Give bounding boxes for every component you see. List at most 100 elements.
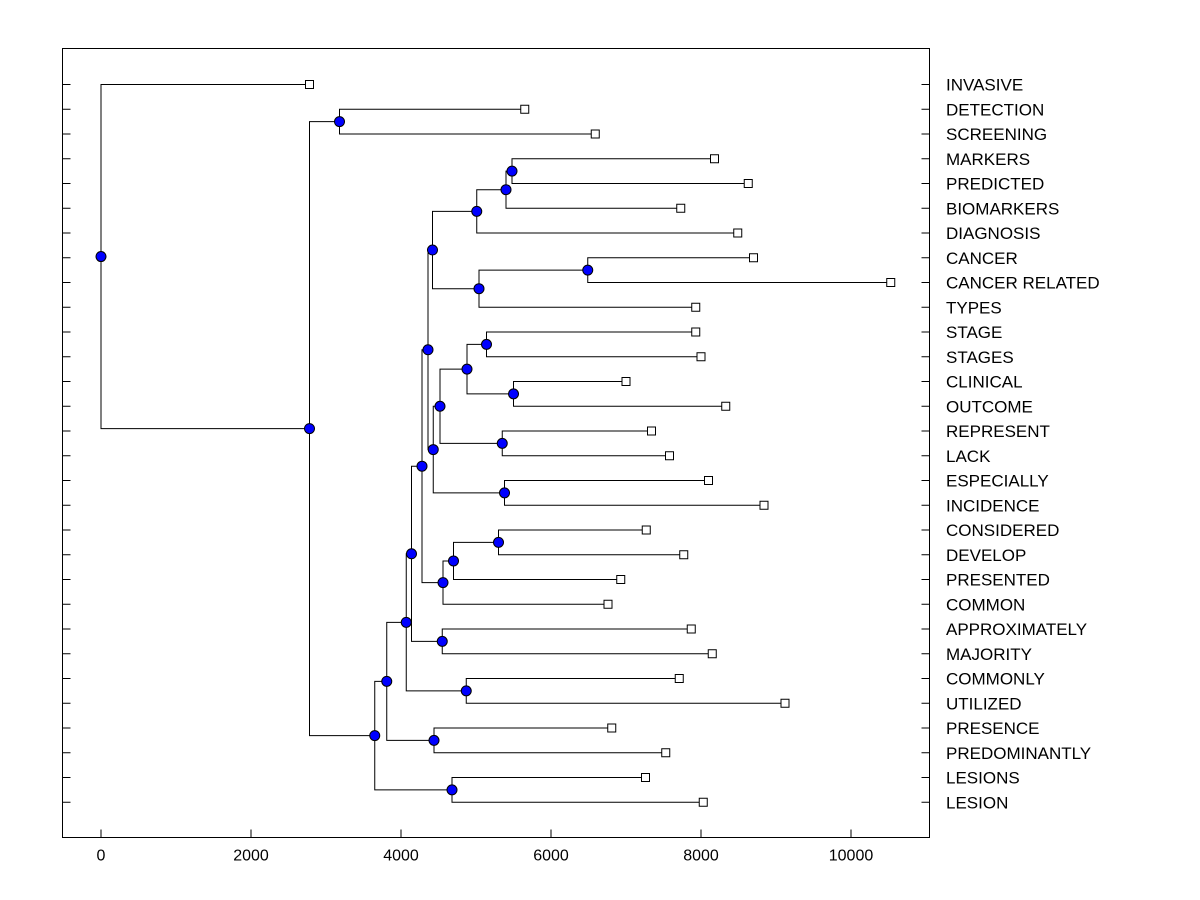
x-ticks: 0 2000 4000 6000 8000 10000 bbox=[97, 829, 874, 865]
merge-node bbox=[427, 444, 439, 456]
leaf-marker bbox=[698, 797, 708, 807]
merge-node bbox=[508, 388, 519, 400]
x-tick-label: 0 bbox=[97, 848, 106, 865]
leaf-label: LESIONS bbox=[946, 769, 1020, 788]
branch-line bbox=[486, 344, 701, 358]
leaf-label: OUTCOME bbox=[946, 397, 1033, 416]
merge-node bbox=[446, 784, 458, 796]
merge-node bbox=[416, 460, 428, 472]
branch-line bbox=[411, 465, 422, 554]
branch-line bbox=[511, 158, 715, 172]
leaf-marker bbox=[607, 723, 617, 733]
merge-node bbox=[406, 548, 417, 560]
leaf-marker bbox=[886, 278, 896, 287]
leaf-marker bbox=[603, 599, 613, 609]
leaf-label: LACK bbox=[946, 447, 991, 466]
x-tick-label: 2000 bbox=[233, 848, 269, 865]
leaf-marker bbox=[743, 179, 753, 188]
branch-line bbox=[465, 690, 785, 704]
branch-line bbox=[453, 541, 499, 561]
leaf-label: SCREENING bbox=[946, 125, 1047, 144]
branch-line bbox=[476, 211, 738, 234]
leaf-marker bbox=[780, 698, 790, 708]
leaf-label: INVASIVE bbox=[946, 76, 1023, 95]
merge-node bbox=[427, 244, 438, 256]
merge-node bbox=[496, 437, 508, 449]
leaf-marker bbox=[647, 426, 656, 436]
leaf-marker bbox=[733, 228, 743, 238]
leaf-marker bbox=[696, 352, 706, 362]
leaf-label: DEVELOP bbox=[946, 546, 1026, 565]
branch-line bbox=[421, 349, 428, 467]
merge-node bbox=[436, 635, 448, 647]
branch-line bbox=[587, 270, 891, 283]
x-tick-label: 4000 bbox=[383, 848, 419, 865]
branch-line bbox=[100, 256, 310, 430]
branch-line bbox=[451, 777, 646, 790]
leaf-marker bbox=[621, 377, 631, 386]
leaf-marker bbox=[590, 129, 600, 139]
merge-node bbox=[448, 555, 459, 567]
branch-line bbox=[339, 108, 525, 122]
leaf-label: PREDOMINANTLY bbox=[946, 744, 1091, 763]
merge-node bbox=[304, 423, 315, 435]
branch-line bbox=[386, 621, 407, 682]
leaf-marker bbox=[691, 327, 701, 337]
leaf-label: REPRESENT bbox=[946, 422, 1050, 441]
branch-line bbox=[504, 492, 764, 506]
branch-line bbox=[339, 121, 596, 135]
x-tick-label: 6000 bbox=[533, 848, 569, 865]
leaf-label: PRESENCE bbox=[946, 719, 1040, 738]
branch-line bbox=[405, 553, 412, 623]
leaf-label: CONSIDERED bbox=[946, 521, 1059, 540]
branch-line bbox=[427, 249, 433, 350]
merge-node bbox=[369, 730, 381, 742]
merge-node bbox=[334, 116, 345, 128]
branch-line bbox=[451, 789, 704, 803]
branch-line bbox=[442, 582, 608, 605]
merge-node bbox=[422, 344, 434, 356]
leaf-marker bbox=[759, 500, 769, 510]
branch-line bbox=[386, 681, 434, 741]
leaf-label: ESPECIALLY bbox=[946, 472, 1049, 491]
leaf-label: MARKERS bbox=[946, 150, 1030, 169]
branch-line bbox=[441, 628, 692, 642]
branch-line bbox=[498, 529, 647, 543]
branch-line bbox=[587, 257, 754, 271]
leaf-marker bbox=[749, 253, 758, 263]
leaf-label: COMMONLY bbox=[946, 670, 1045, 689]
leaf-marker bbox=[710, 154, 719, 164]
leaf-label: APPROXIMATELY bbox=[946, 620, 1087, 639]
branch-line bbox=[513, 393, 726, 407]
merge-node bbox=[460, 685, 472, 697]
branch-line bbox=[501, 430, 652, 444]
merge-node bbox=[461, 363, 473, 375]
branch-line bbox=[432, 449, 505, 494]
branch-line bbox=[427, 349, 434, 451]
leaf-label: STAGES bbox=[946, 348, 1014, 367]
leaf-label: STAGE bbox=[946, 323, 1002, 342]
leaf-marker bbox=[721, 401, 731, 411]
branch-line bbox=[478, 288, 696, 308]
leaf-marker bbox=[704, 476, 713, 485]
leaf-label: MAJORITY bbox=[946, 645, 1032, 664]
leaf-label: COMMON bbox=[946, 595, 1025, 614]
leaf-marker bbox=[691, 302, 701, 312]
merge-nodes bbox=[95, 116, 594, 796]
leaf-label: DETECTION bbox=[946, 100, 1044, 119]
merge-node bbox=[471, 205, 483, 217]
branch-line bbox=[513, 381, 626, 394]
branch-line bbox=[478, 269, 588, 289]
leaf-marker bbox=[305, 80, 314, 89]
merge-node bbox=[437, 577, 449, 589]
leaf-label: BIOMARKERS bbox=[946, 199, 1059, 218]
branch-line bbox=[421, 466, 443, 584]
branch-line bbox=[486, 331, 696, 345]
leaf-marker bbox=[676, 203, 686, 213]
merge-node bbox=[481, 338, 492, 350]
leaf-label: TYPES bbox=[946, 298, 1002, 317]
merge-node bbox=[473, 283, 485, 295]
x-tick-label: 10000 bbox=[829, 848, 874, 865]
branch-line bbox=[498, 542, 684, 556]
